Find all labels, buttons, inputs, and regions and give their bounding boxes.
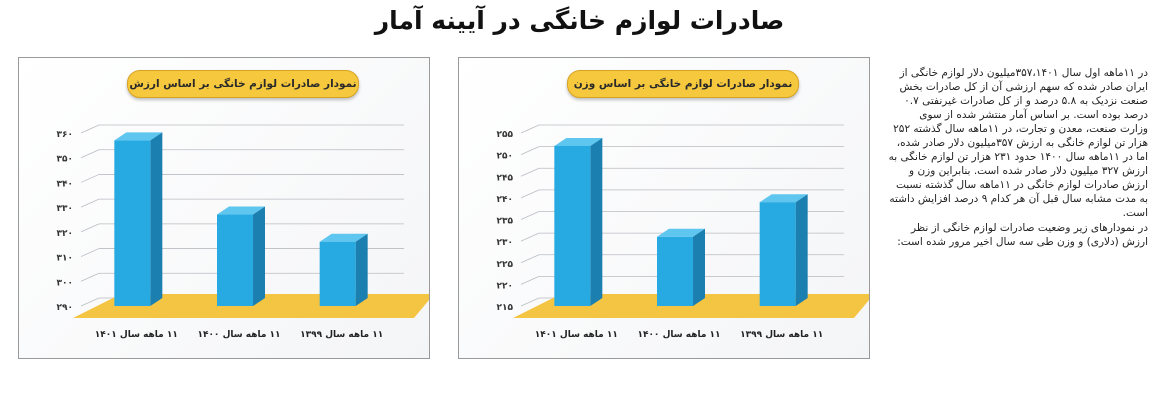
- bar-top: [554, 137, 603, 146]
- bar-top: [319, 233, 368, 242]
- y-tick-label: ۳۰۰: [57, 278, 73, 288]
- y-tick-label: ۳۴۰: [57, 179, 73, 189]
- y-tick-label: ۳۵۰: [57, 155, 73, 165]
- bar: [319, 241, 356, 306]
- y-tick-label: ۲۲۵: [497, 260, 514, 270]
- gridline: [520, 167, 540, 177]
- weight-chart-title: نمودار صادرات لوازم خانگی بر اساس وزن: [567, 70, 799, 98]
- bar-top: [114, 132, 163, 141]
- bar-top: [759, 194, 808, 203]
- bar: [657, 236, 693, 306]
- y-tick-label: ۲۴۵: [497, 173, 514, 183]
- article-paragraph: در نمودارهای زیر وضعیت صادرات لوازم خانگ…: [897, 222, 1148, 248]
- bar-top: [217, 206, 265, 215]
- y-tick-label: ۲۴۰: [497, 195, 513, 205]
- gridline: [80, 174, 100, 183]
- article-paragraph: در ۱۱ماهه اول سال ۳۵۷،۱۴۰۱میلیون دلار لو…: [888, 67, 1148, 219]
- gridline: [520, 254, 540, 264]
- gridline: [80, 297, 100, 307]
- y-tick-label: ۳۲۰: [57, 229, 73, 239]
- y-tick-label: ۲۳۰: [497, 238, 513, 248]
- bar-top: [657, 228, 705, 237]
- gridline: [520, 189, 540, 199]
- y-tick-label: ۲۹۰: [57, 303, 73, 313]
- y-tick-label: ۳۱۰: [57, 254, 73, 264]
- y-tick-label: ۳۳۰: [57, 204, 73, 214]
- weight-chart: ۲۱۵ ۲۲۰ ۲۲۵ ۲۳۰ ۲۳۵ ۲۴۰ ۲۴۵ ۲۵۰ ۲۵۵ ۱۱ ماهه سال ۱…: [497, 124, 869, 340]
- gridline: [80, 248, 100, 257]
- bar-side: [150, 132, 163, 306]
- y-tick-label: ۲۱۵: [497, 303, 514, 313]
- gridline: [80, 124, 100, 134]
- gridline: [520, 276, 540, 285]
- x-tick-label: ۱۱ ماهه سال ۱۳۹۹: [740, 330, 823, 340]
- x-tick-label: ۱۱ ماهه سال ۱۴۰۰: [637, 330, 720, 340]
- gridline: [80, 272, 100, 282]
- y-tick-label: ۲۵۰: [497, 152, 513, 162]
- bar-side: [795, 194, 808, 306]
- x-tick-label: ۱۱ ماهه سال ۱۴۰۱: [95, 330, 178, 340]
- gridline: [520, 124, 540, 134]
- x-tick-label: ۱۱ ماهه سال ۱۴۰۰: [197, 330, 280, 340]
- bar-side: [590, 137, 603, 306]
- gridline: [520, 211, 540, 220]
- page-title: صادرات لوازم خانگی در آیینه آمار: [374, 6, 785, 35]
- y-tick-label: ۲۵۵: [497, 130, 514, 140]
- x-tick-label: ۱۱ ماهه سال ۱۴۰۱: [535, 330, 618, 340]
- bar-side: [355, 233, 368, 306]
- value-chart: ۲۹۰ ۳۰۰ ۳۱۰ ۳۲۰ ۳۳۰ ۳۴۰ ۳۵۰ ۳۶۰ ۱۱ ماهه سال ۱۴۰۱…: [57, 124, 429, 340]
- weight-chart-panel: ۲۱۵ ۲۲۰ ۲۲۵ ۲۳۰ ۲۳۵ ۲۴۰ ۲۴۵ ۲۵۰ ۲۵۵ ۱۱ ماهه سال ۱…: [458, 57, 870, 359]
- bar: [217, 214, 253, 306]
- bar-side: [253, 206, 265, 306]
- gridline: [80, 149, 100, 159]
- value-chart-title: نمودار صادرات لوازم خانگی بر اساس ارزش: [127, 70, 359, 98]
- y-tick-label: ۲۲۰: [497, 281, 513, 291]
- gridline: [80, 223, 100, 233]
- gridline: [520, 146, 540, 155]
- bar: [554, 145, 591, 306]
- bar: [759, 202, 796, 306]
- y-tick-label: ۳۶۰: [57, 130, 73, 140]
- gridline: [520, 232, 540, 242]
- x-tick-label: ۱۱ ماهه سال ۱۳۹۹: [300, 330, 383, 340]
- bar: [114, 140, 151, 306]
- bar-side: [693, 228, 705, 306]
- article-text: در ۱۱ماهه اول سال ۳۵۷،۱۴۰۱میلیون دلار لو…: [888, 66, 1148, 250]
- gridline: [80, 198, 100, 208]
- value-chart-panel: ۲۹۰ ۳۰۰ ۳۱۰ ۳۲۰ ۳۳۰ ۳۴۰ ۳۵۰ ۳۶۰ ۱۱ ماهه سال ۱۴۰۱…: [18, 57, 430, 359]
- gridline: [520, 297, 540, 307]
- y-tick-label: ۲۳۵: [497, 217, 514, 227]
